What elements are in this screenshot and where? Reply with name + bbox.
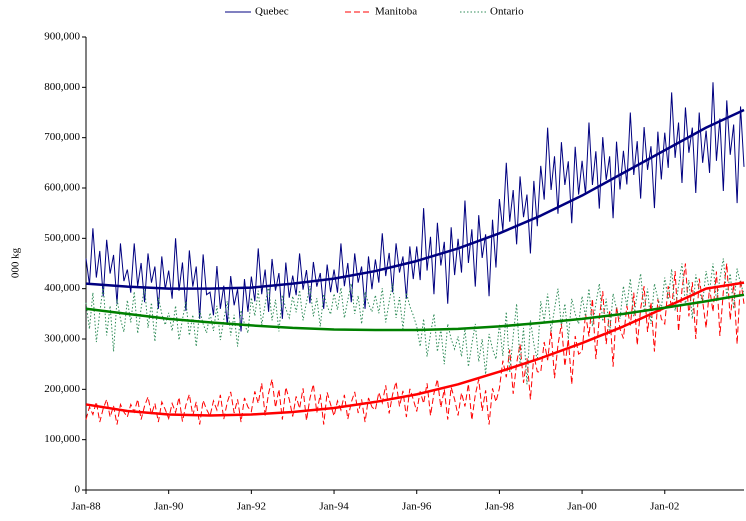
y-tick-label: 600,000 — [44, 182, 80, 194]
y-tick-label: 300,000 — [44, 333, 80, 345]
y-tick-label: 100,000 — [44, 433, 80, 445]
y-tick-label: 200,000 — [44, 383, 80, 395]
trend-line — [85, 293, 745, 332]
x-tick-label: Jan-98 — [485, 501, 515, 513]
y-tick-label: 0 — [75, 484, 81, 496]
x-tick-label: Jan-88 — [71, 501, 101, 513]
x-tick-label: Jan-02 — [650, 501, 679, 513]
y-axis-title: 000 kg — [10, 247, 22, 278]
x-tick-label: Jan-90 — [154, 501, 184, 513]
y-tick-label: 900,000 — [44, 31, 80, 43]
x-tick-label: Jan-96 — [402, 501, 432, 513]
x-tick-label: Jan-92 — [237, 501, 266, 513]
y-tick-label: 800,000 — [44, 81, 80, 93]
x-tick-label: Jan-94 — [319, 501, 349, 513]
series-line — [85, 82, 745, 332]
y-tick-label: 400,000 — [44, 282, 80, 294]
trend-line — [85, 108, 745, 290]
series-line — [85, 258, 745, 385]
series-line — [85, 263, 745, 425]
x-tick-label: Jan-00 — [567, 501, 597, 513]
y-tick-label: 700,000 — [44, 131, 80, 143]
y-tick-label: 500,000 — [44, 232, 80, 244]
legend-label: Quebec — [255, 6, 289, 18]
legend-label: Ontario — [490, 6, 524, 18]
legend-label: Manitoba — [375, 6, 417, 18]
trend-line — [85, 281, 745, 417]
